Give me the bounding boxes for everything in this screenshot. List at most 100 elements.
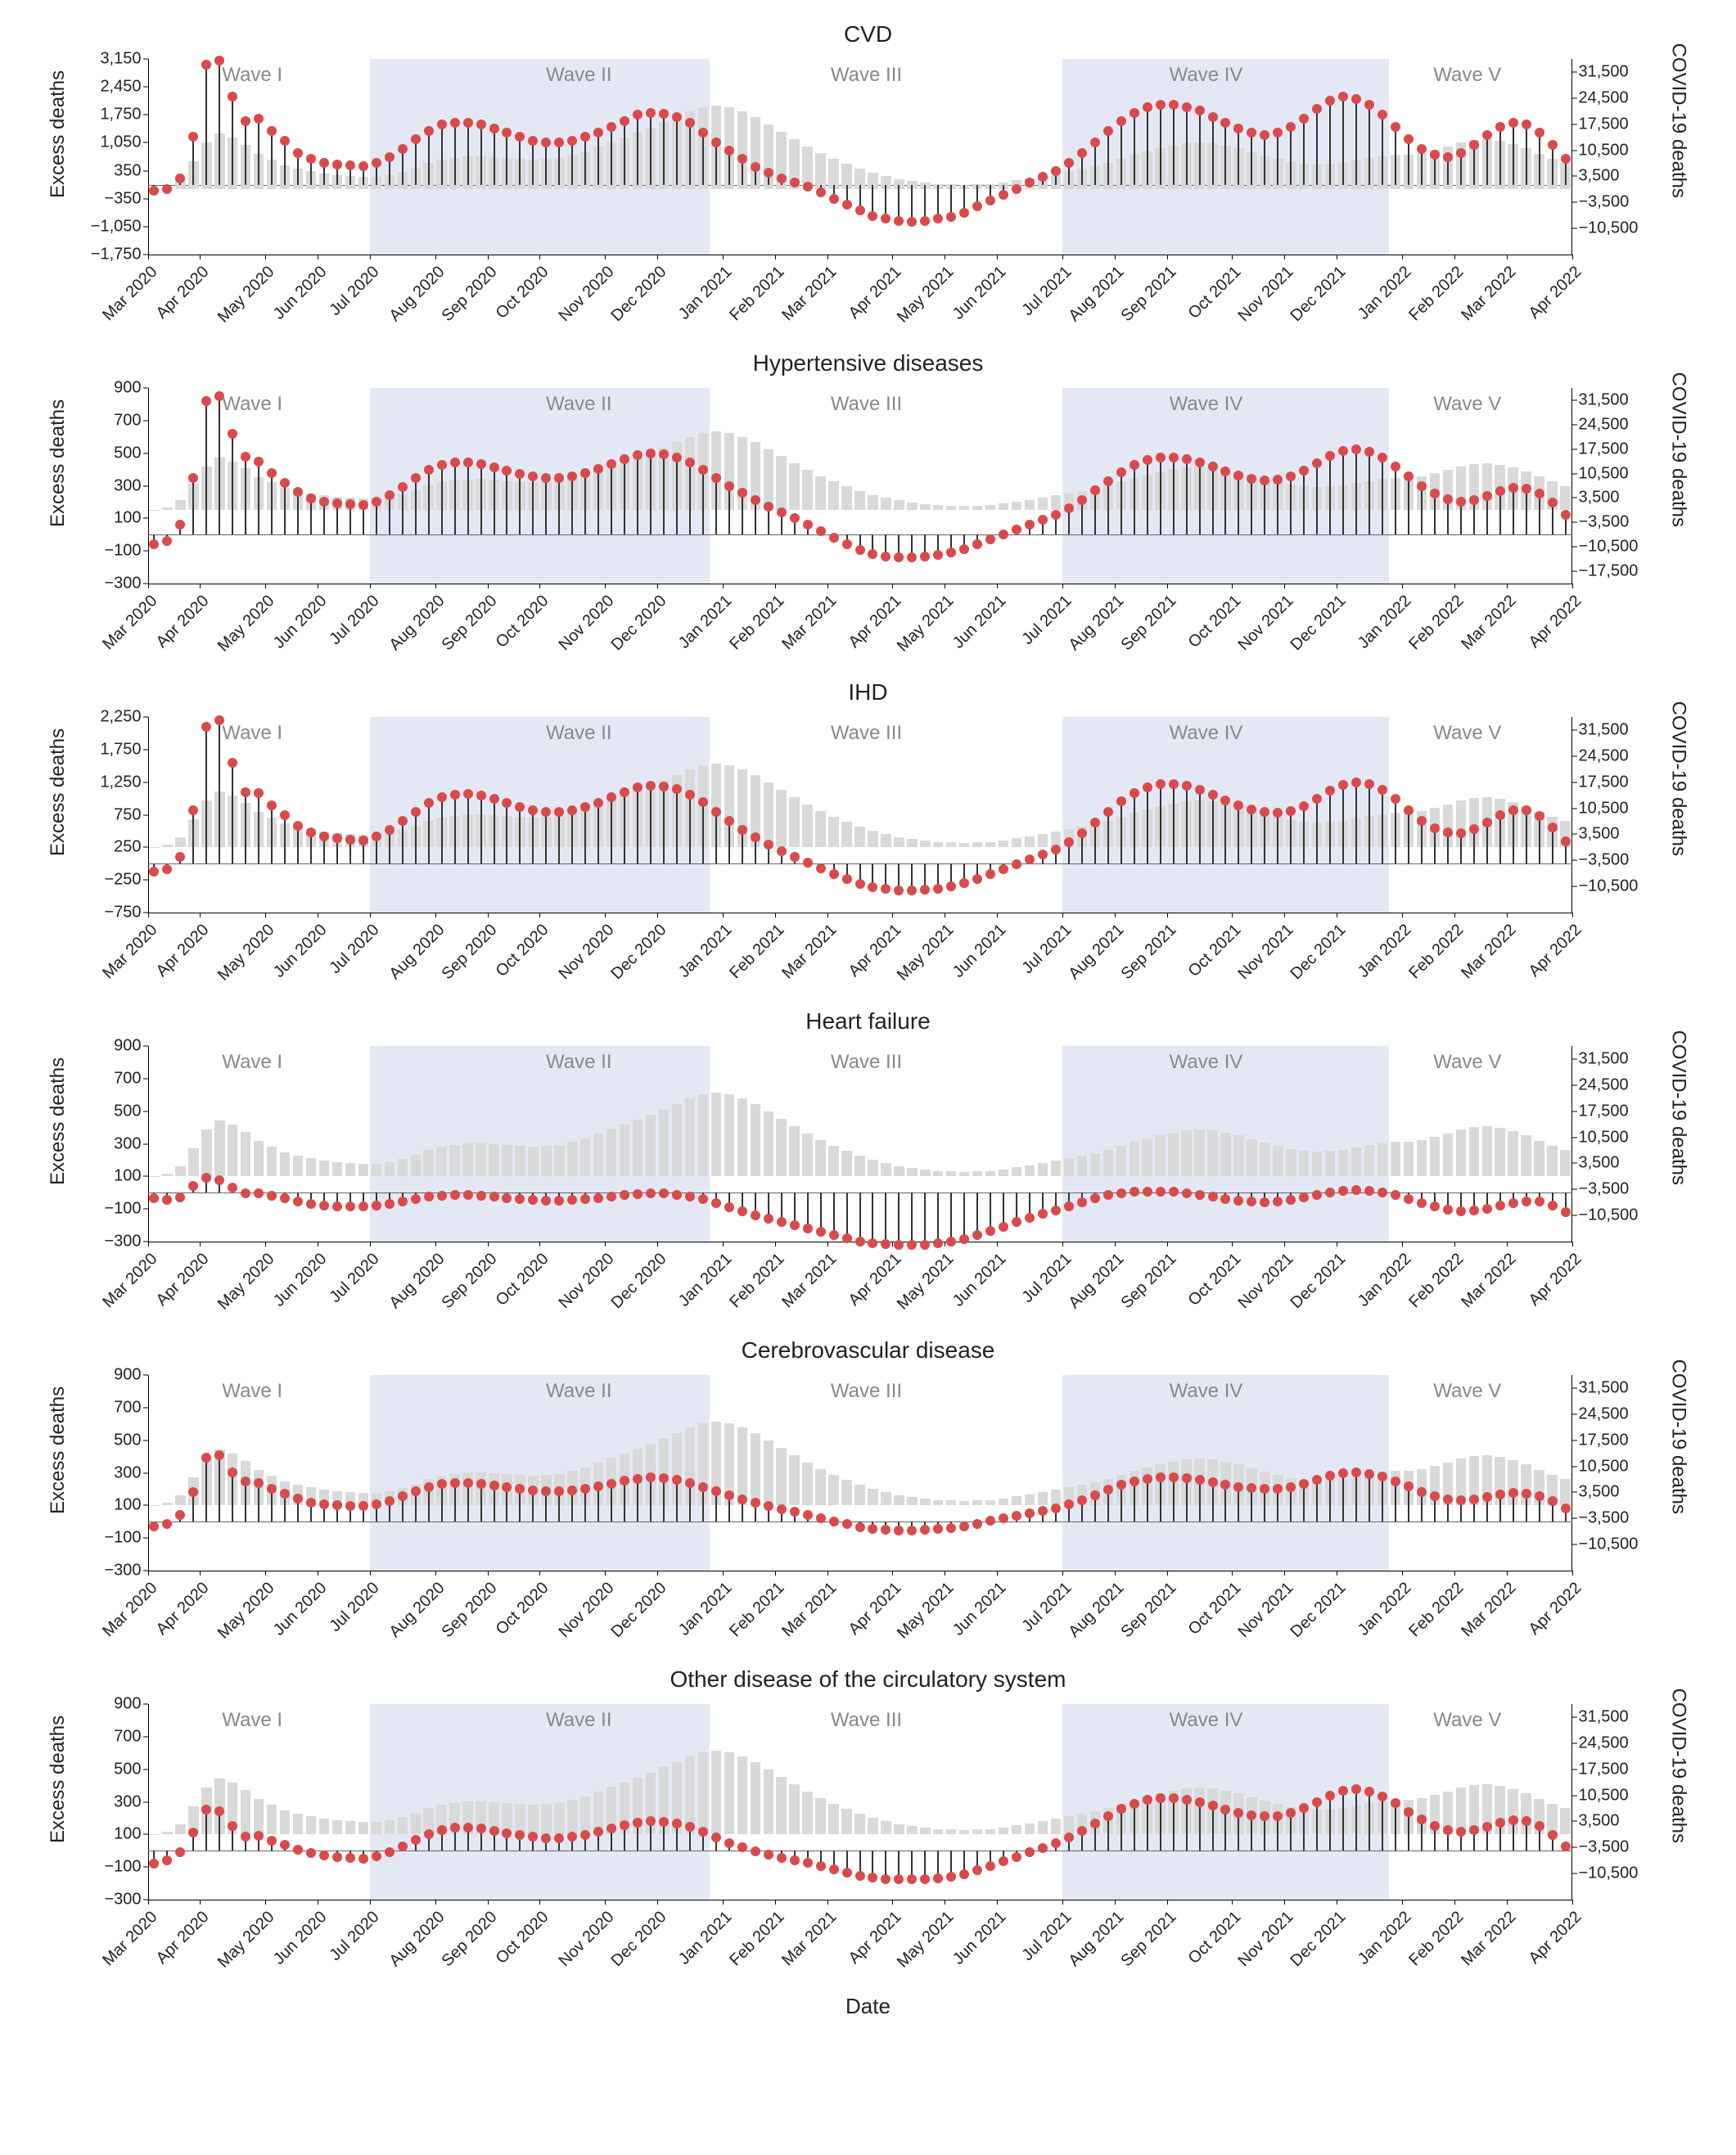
- excess-stem: [258, 462, 259, 535]
- excess-stem: [1121, 801, 1122, 863]
- excess-dot: [593, 128, 603, 138]
- excess-stem: [519, 474, 521, 535]
- excess-dot: [398, 1491, 408, 1501]
- x-tick-label: Apr 2020: [153, 1908, 214, 1968]
- excess-dot: [907, 886, 917, 895]
- excess-dot: [450, 790, 460, 800]
- excess-dot: [1208, 1477, 1218, 1487]
- excess-stem: [494, 467, 495, 535]
- excess-dot: [1182, 1795, 1192, 1805]
- excess-dot: [502, 1193, 512, 1203]
- x-tick-label: May 2020: [214, 921, 278, 985]
- excess-dot: [907, 552, 917, 562]
- excess-dot: [620, 454, 629, 464]
- x-tick-label: May 2020: [214, 1908, 278, 1972]
- excess-dot: [672, 112, 682, 122]
- excess-dot: [1548, 1201, 1558, 1210]
- excess-dot: [829, 1517, 839, 1526]
- excess-dot: [1103, 126, 1113, 136]
- excess-dot: [306, 494, 316, 503]
- excess-dot: [1508, 483, 1518, 493]
- excess-dot: [972, 539, 982, 549]
- excess-dot: [1456, 828, 1466, 838]
- excess-dot: [1508, 118, 1518, 128]
- excess-dot: [1351, 778, 1361, 787]
- excess-dot: [999, 864, 1008, 874]
- y-tick-right: 3,500: [1572, 825, 1620, 844]
- excess-dot: [1338, 780, 1348, 790]
- excess-stem: [1342, 451, 1344, 535]
- y-tick-right: 10,500: [1572, 464, 1629, 483]
- excess-dot: [528, 805, 538, 815]
- excess-dot: [463, 458, 473, 467]
- excess-stem: [1173, 784, 1175, 864]
- excess-dot: [1012, 1511, 1021, 1521]
- excess-dot: [946, 212, 956, 222]
- excess-stem: [1290, 811, 1292, 864]
- excess-dot: [1535, 1821, 1544, 1831]
- excess-dot: [372, 832, 381, 841]
- excess-dot: [515, 1830, 525, 1840]
- excess-dot: [149, 1193, 159, 1203]
- excess-stem: [1526, 124, 1527, 184]
- excess-dot: [1260, 476, 1269, 485]
- excess-dot: [842, 539, 852, 549]
- panel-title: Cerebrovascular disease: [50, 1337, 1687, 1364]
- excess-dot: [358, 500, 368, 510]
- excess-dot: [241, 1832, 250, 1842]
- excess-stem: [898, 1192, 900, 1245]
- excess-dot: [1077, 148, 1087, 158]
- x-tick-label: Feb 2021: [726, 592, 788, 654]
- excess-dot: [1103, 476, 1113, 486]
- excess-stem: [441, 797, 443, 863]
- x-tick-label: Dec 2021: [1287, 1908, 1350, 1971]
- excess-stem: [1382, 458, 1383, 535]
- excess-dot: [1561, 836, 1571, 846]
- excess-dot: [149, 1859, 159, 1869]
- y-tick-right: 3,500: [1572, 167, 1620, 186]
- x-tick-label: Aug 2021: [1065, 1908, 1128, 1971]
- y-tick-right: 17,500: [1572, 773, 1629, 791]
- excess-dot: [411, 1486, 421, 1496]
- excess-dot: [946, 1872, 956, 1882]
- excess-dot: [1156, 1472, 1166, 1482]
- excess-stem: [1277, 133, 1278, 184]
- excess-dot: [319, 158, 329, 168]
- wave-label: Wave II: [546, 722, 611, 745]
- excess-stem: [1186, 1800, 1188, 1851]
- excess-stem: [545, 478, 547, 535]
- x-tick-label: Apr 2022: [1525, 1579, 1585, 1639]
- excess-stem: [1342, 97, 1344, 184]
- excess-stem: [532, 476, 534, 535]
- x-tick-label: Jan 2021: [675, 1579, 736, 1639]
- wave-label: Wave II: [546, 1051, 611, 1074]
- excess-dot: [1130, 1187, 1139, 1197]
- excess-dot: [737, 154, 747, 164]
- x-tick-label: Jan 2022: [1355, 921, 1415, 981]
- excess-dot: [1351, 1185, 1361, 1195]
- excess-dot: [411, 807, 421, 817]
- excess-stem: [1121, 472, 1122, 535]
- panel-title: Heart failure: [50, 1008, 1687, 1035]
- excess-dot: [162, 536, 172, 546]
- excess-stem: [1199, 110, 1201, 184]
- excess-dot: [1299, 1479, 1309, 1489]
- x-tick-label: Nov 2021: [1235, 1579, 1298, 1642]
- excess-dot: [959, 208, 969, 218]
- excess-dot: [1182, 1188, 1192, 1198]
- x-tick-label: Mar 2022: [1458, 263, 1520, 325]
- excess-dot: [515, 1194, 525, 1204]
- excess-stem: [1224, 1485, 1226, 1522]
- excess-stem: [1107, 131, 1109, 185]
- excess-stem: [1395, 127, 1396, 185]
- excess-dot: [724, 146, 734, 156]
- excess-dot: [1508, 1198, 1518, 1208]
- excess-stem: [990, 1192, 991, 1231]
- excess-dot: [1169, 1793, 1179, 1803]
- excess-dot: [1404, 1481, 1414, 1491]
- x-tick-label: Mar 2020: [99, 1908, 161, 1970]
- excess-dot: [855, 879, 865, 889]
- excess-dot: [1312, 458, 1322, 468]
- excess-dot: [372, 158, 381, 168]
- excess-dot: [999, 1856, 1008, 1866]
